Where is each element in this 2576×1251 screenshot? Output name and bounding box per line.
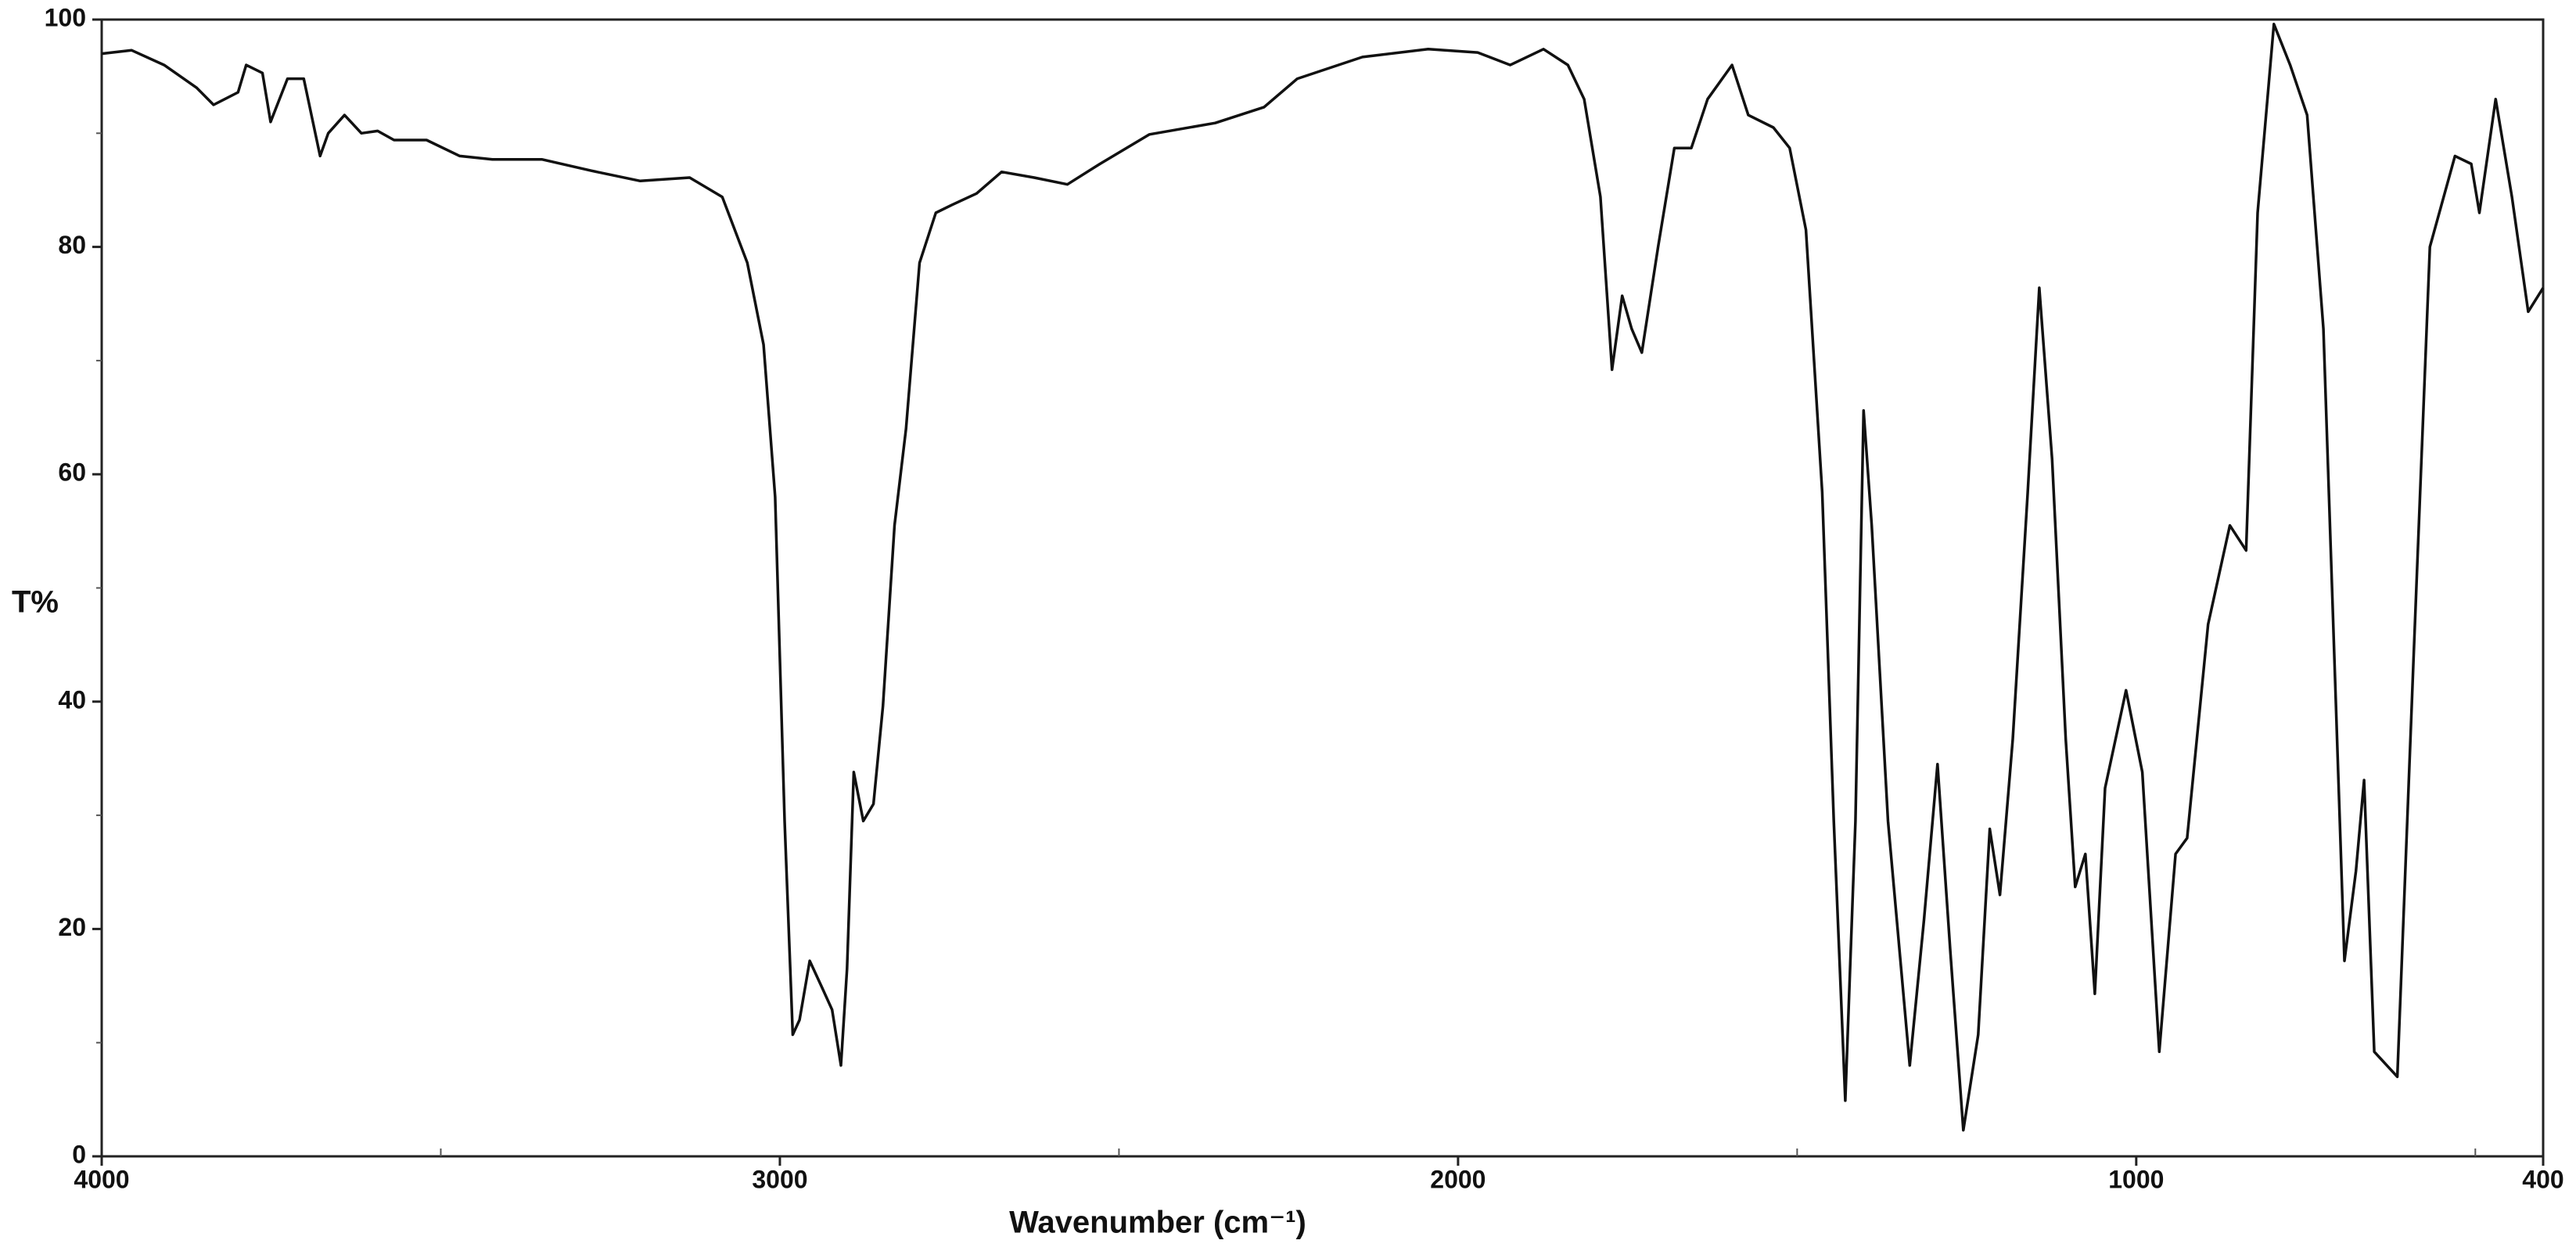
y-tick-label: 20 bbox=[58, 913, 86, 941]
spectrum-line bbox=[101, 23, 2545, 1132]
x-tick-label: 3000 bbox=[752, 1165, 807, 1193]
y-tick-label: 100 bbox=[45, 3, 86, 31]
x-axis-label: Wavenumber (cm⁻¹) bbox=[1009, 1206, 1306, 1240]
x-tick-label: 1000 bbox=[2108, 1165, 2164, 1193]
x-tick-label: 400 bbox=[2522, 1165, 2563, 1193]
x-tick-label: 2000 bbox=[1430, 1165, 1486, 1193]
x-tick-label: 4000 bbox=[74, 1165, 129, 1193]
y-tick-label: 0 bbox=[72, 1140, 86, 1168]
plot-frame bbox=[100, 18, 2545, 1158]
y-tick-label: 80 bbox=[58, 231, 86, 259]
y-tick-label: 40 bbox=[58, 685, 86, 714]
y-axis-label: T% bbox=[12, 585, 59, 620]
y-tick-label: 60 bbox=[58, 458, 86, 487]
